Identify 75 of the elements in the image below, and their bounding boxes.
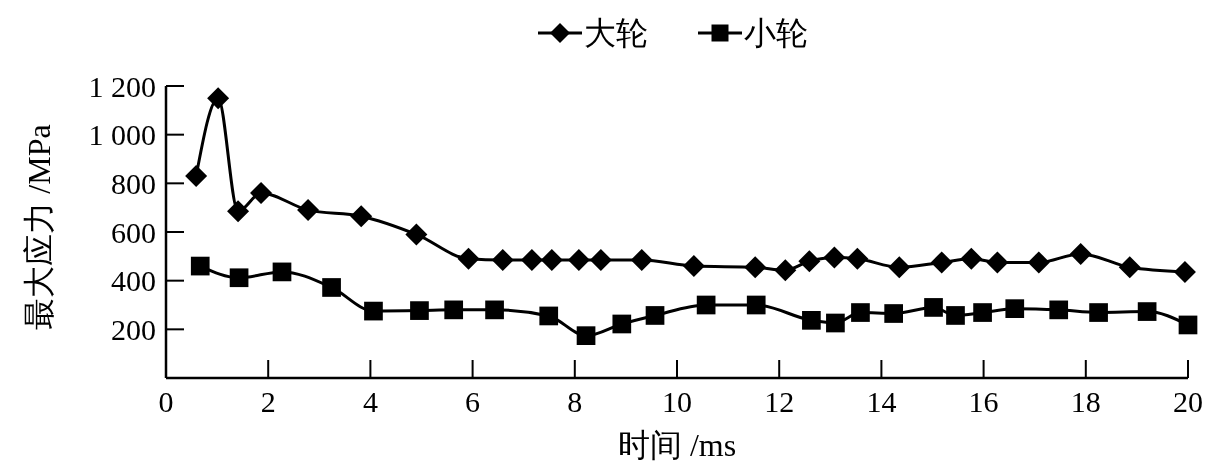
- point: [410, 301, 429, 320]
- point: [350, 205, 373, 228]
- point: [1005, 299, 1025, 318]
- point: [227, 200, 250, 223]
- x-tick-label: 0: [158, 385, 174, 418]
- point: [774, 259, 797, 282]
- point: [250, 182, 273, 205]
- point: [1027, 251, 1050, 274]
- point: [746, 295, 766, 315]
- point: [485, 300, 504, 320]
- point: [823, 246, 846, 269]
- x-tick-label: 10: [662, 385, 692, 418]
- point: [444, 300, 464, 320]
- point: [826, 313, 845, 333]
- point: [185, 165, 208, 188]
- point: [851, 303, 870, 322]
- x-tick-label: 4: [362, 385, 378, 418]
- x-tick-label: 12: [764, 385, 795, 418]
- point: [540, 248, 563, 271]
- point: [405, 223, 428, 246]
- point: [1049, 300, 1069, 320]
- point: [1089, 303, 1108, 322]
- legend-label: 大轮: [584, 15, 648, 51]
- point: [322, 278, 341, 297]
- point: [884, 304, 904, 323]
- point: [1173, 260, 1196, 283]
- point: [457, 247, 480, 270]
- point: [888, 256, 911, 279]
- y-tick-label: 400: [111, 264, 156, 298]
- point: [589, 248, 612, 271]
- point: [190, 256, 210, 276]
- point: [696, 295, 716, 315]
- point: [272, 262, 292, 282]
- point: [960, 247, 983, 270]
- point: [491, 248, 514, 271]
- point: [612, 314, 632, 334]
- point: [798, 250, 821, 273]
- x-tick-label: 16: [968, 385, 999, 418]
- point: [520, 248, 543, 271]
- point: [846, 247, 869, 270]
- x-tick-label: 2: [260, 385, 276, 418]
- point: [576, 326, 596, 346]
- point: [207, 87, 230, 110]
- point: [986, 251, 1009, 274]
- y-tick-label: 1 000: [88, 118, 156, 152]
- point: [539, 306, 559, 326]
- x-tick-label: 18: [1070, 385, 1101, 418]
- point: [645, 306, 665, 325]
- point: [567, 248, 590, 271]
- point: [297, 199, 320, 222]
- point: [1118, 256, 1141, 279]
- x-tick-label: 20: [1173, 385, 1203, 418]
- point: [946, 306, 965, 325]
- point: [930, 251, 953, 274]
- x-tick-label: 14: [866, 385, 897, 418]
- x-tick-label: 6: [465, 385, 481, 418]
- y-tick-label: 600: [111, 215, 156, 249]
- y-tick-label: 800: [111, 166, 156, 200]
- point: [682, 255, 705, 278]
- y-axis-title: 最大应力 /MPa: [21, 124, 57, 330]
- x-tick-label: 8: [567, 385, 583, 418]
- y-tick-label: 200: [111, 312, 156, 346]
- point: [744, 256, 767, 279]
- y-tick-label: 1 200: [88, 69, 156, 103]
- legend-label: 小轮: [744, 15, 808, 51]
- point: [802, 310, 821, 330]
- x-axis-title: 时间 /ms: [617, 427, 737, 463]
- point: [1178, 315, 1198, 335]
- point: [364, 301, 383, 321]
- point: [630, 248, 653, 271]
- point: [973, 303, 992, 322]
- point: [924, 298, 943, 317]
- point: [1069, 242, 1092, 265]
- point: [229, 268, 249, 288]
- point: [1137, 302, 1157, 321]
